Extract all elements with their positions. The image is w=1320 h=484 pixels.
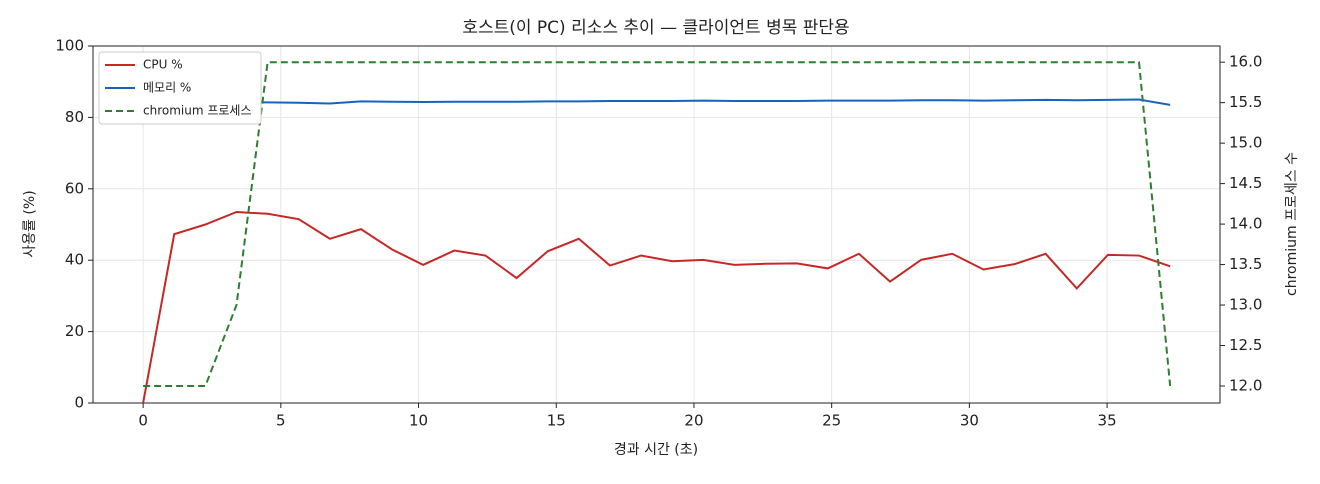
data-line: [143, 98, 1171, 106]
y-tick-label: 60: [65, 179, 84, 197]
y2-axis-label: chromium 프로세스 수: [1284, 152, 1300, 296]
legend-label: CPU %: [143, 58, 183, 72]
y-tick-label: 0: [74, 394, 84, 412]
y2-tick-label: 13.5: [1229, 255, 1262, 273]
legend: CPU % 메모리 % chromium 프로세스: [98, 51, 262, 125]
x-tick-label: 35: [1098, 412, 1117, 430]
x-tick-label: 10: [409, 412, 428, 430]
data-line: [142, 210, 1171, 404]
x-tick-label: 5: [276, 412, 286, 430]
y2-tick-label: 12.0: [1229, 377, 1262, 395]
x-tick-label: 0: [138, 412, 148, 430]
y2-tick-label: 14.0: [1229, 215, 1262, 233]
x-axis-label: 경과 시간 (초): [614, 442, 698, 458]
legend-label: 메모리 %: [143, 81, 191, 95]
data-line: [143, 61, 1172, 387]
y2-tick-label: 14.5: [1229, 174, 1262, 192]
y2-tick-label: 12.5: [1229, 336, 1262, 354]
legend-label: chromium 프로세스: [143, 104, 252, 118]
chart-title: 호스트(이 PC) 리소스 추이 — 클라이언트 병목 판단용: [462, 18, 849, 38]
y-tick-label: 100: [55, 37, 84, 55]
y2-tick-label: 15.0: [1229, 134, 1262, 152]
y2-tick-label: 16.0: [1229, 53, 1262, 71]
y-tick-label: 20: [65, 322, 84, 340]
x-tick-label: 25: [822, 412, 841, 430]
x-tick-label: 15: [547, 412, 566, 430]
plot-frame: [92, 45, 1221, 404]
y-tick-label: 80: [65, 108, 84, 126]
y2-tick-label: 13.0: [1229, 296, 1262, 314]
y-axis-label: 사용률 (%): [22, 190, 38, 257]
legend-box: [98, 51, 262, 125]
x-tick-label: 20: [684, 412, 703, 430]
y-tick-label: 40: [65, 251, 84, 269]
x-tick-label: 30: [960, 412, 979, 430]
y2-tick-label: 15.5: [1229, 93, 1262, 111]
